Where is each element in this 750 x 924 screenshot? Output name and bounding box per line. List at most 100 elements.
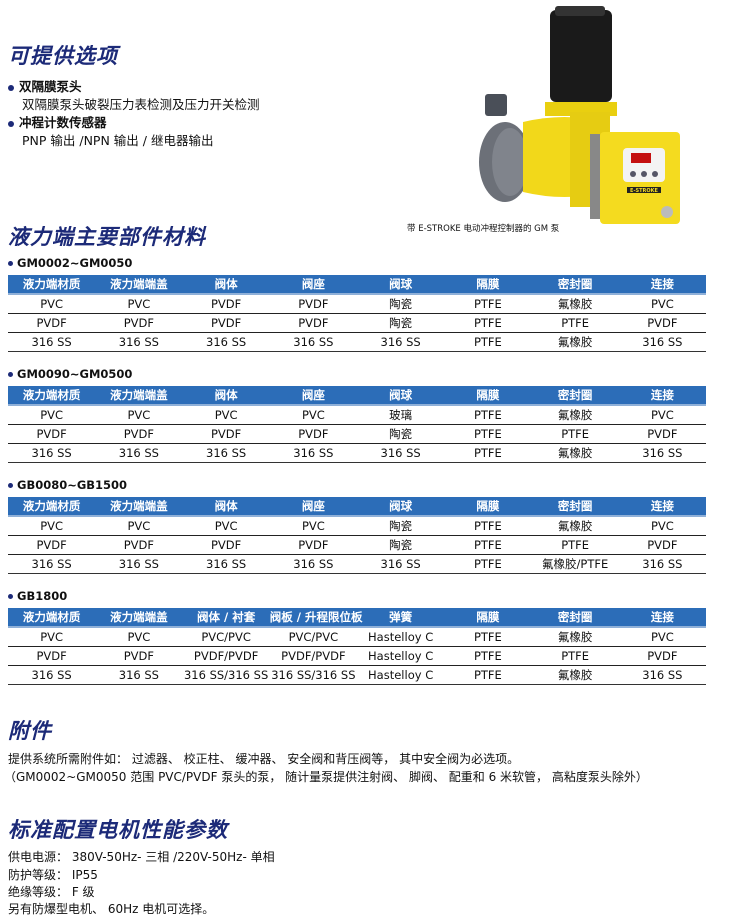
motor-power-supply: 供电电源： 380V-50Hz- 三相 /220V-50Hz- 单相 — [8, 850, 275, 864]
table-cell: PTFE — [444, 646, 532, 666]
accessories-note: （GM0002~GM0050 范围 PVC/PVDF 泵头的泵， 随计量泵提供注… — [4, 770, 648, 784]
column-header: 液力端端盖 — [95, 497, 183, 517]
table-cell: PVDF — [8, 646, 96, 666]
table-cell: PVDF — [618, 424, 706, 444]
table-cell: 316 SS — [95, 665, 183, 685]
column-header: 弹簧 — [357, 608, 445, 628]
table-cell: 氟橡胶 — [531, 405, 619, 425]
materials-title: 液力端主要部件材料 — [8, 225, 206, 249]
model-range-label: GB0080~GB1500 — [8, 478, 127, 492]
table-cell: 316 SS — [8, 665, 96, 685]
table-row: 316 SS 316 SS 316 SS/316 SS 316 SS/316 SS Ha… — [8, 665, 706, 685]
table-cell: 316 SS — [8, 332, 96, 352]
table-cell: PTFE — [531, 535, 619, 555]
table-cell: 氟橡胶 — [531, 443, 619, 463]
table-cell: PTFE — [444, 554, 532, 574]
column-header: 连接 — [618, 386, 706, 406]
table-row: PVC PVC PVC PVC 玻璃 PTFE 氟橡胶 PVC — [8, 405, 706, 425]
table-cell: PVDF — [95, 535, 183, 555]
table-cell: PVC — [269, 405, 357, 425]
option-double-diaphragm: 双隔膜泵头 — [8, 76, 82, 95]
table-cell: PTFE — [531, 646, 619, 666]
column-header: 阀球 — [357, 497, 445, 517]
table-cell: PVC — [182, 405, 270, 425]
table-row: PVC PVC PVDF PVDF 陶瓷 PTFE 氟橡胶 PVC — [8, 294, 706, 314]
column-header: 隔膜 — [444, 275, 532, 295]
table-cell: PVC/PVC — [182, 627, 270, 647]
column-header: 阀体 — [182, 497, 270, 517]
materials-table: 液力端材质 液力端端盖 阀体 阀座 阀球 隔膜 密封圈 连接 PVC PVC PVDF PVDF 陶瓷 P… — [8, 275, 706, 352]
table-cell: PVC/PVC — [269, 627, 357, 647]
table-cell: 316 SS/316 SS — [182, 665, 270, 685]
column-header: 阀板 / 升程限位板 — [269, 608, 362, 628]
table-row: 316 SS 316 SS 316 SS 316 SS 316 SS PTFE 氟橡胶 316… — [8, 332, 706, 352]
table-cell: 316 SS — [8, 554, 96, 574]
column-header: 连接 — [618, 275, 706, 295]
table-cell: PVC — [618, 405, 706, 425]
table-cell: PVC — [618, 516, 706, 536]
table-header-row: 液力端材质 液力端端盖 阀体 阀座 阀球 隔膜 密封圈 连接 — [8, 275, 706, 295]
accessories-title: 附件 — [8, 719, 52, 743]
column-header: 液力端材质 — [8, 386, 96, 406]
column-header: 液力端材质 — [8, 497, 96, 517]
table-header-row: 液力端材质 液力端端盖 阀体 / 衬套 阀板 / 升程限位板 弹簧 隔膜 密封圈 连接 — [8, 608, 706, 628]
table-cell: PTFE — [531, 424, 619, 444]
table-cell: 316 SS — [618, 443, 706, 463]
motor-protection: 防护等级： IP55 — [8, 868, 98, 882]
table-cell: 316 SS — [269, 554, 357, 574]
table-cell: PVDF — [269, 294, 357, 314]
table-cell: Hastelloy C — [357, 646, 445, 666]
table-cell: 316 SS — [357, 443, 445, 463]
table-cell: 316 SS — [182, 554, 270, 574]
table-cell: 氟橡胶/PTFE — [531, 554, 619, 574]
column-header: 隔膜 — [444, 497, 532, 517]
column-header: 阀座 — [269, 497, 357, 517]
column-header: 密封圈 — [531, 608, 619, 628]
e-stroke-logo: E-STROKE — [630, 188, 658, 194]
table-cell: 316 SS — [95, 443, 183, 463]
column-header: 液力端材质 — [8, 275, 96, 295]
table-row: PVDF PVDF PVDF PVDF 陶瓷 PTFE PTFE PVDF — [8, 313, 706, 333]
column-header: 连接 — [618, 608, 706, 628]
column-header: 阀座 — [269, 275, 357, 295]
table-cell: PTFE — [444, 313, 532, 333]
table-header-row: 液力端材质 液力端端盖 阀体 阀座 阀球 隔膜 密封圈 连接 — [8, 497, 706, 517]
table-cell: PVDF — [95, 313, 183, 333]
column-header: 隔膜 — [444, 386, 532, 406]
table-cell: 316 SS — [357, 332, 445, 352]
pump-image: E-STROKE — [479, 6, 680, 224]
table-cell: 316 SS — [269, 332, 357, 352]
options-title: 可提供选项 — [8, 44, 118, 68]
table-cell: PTFE — [444, 332, 532, 352]
column-header: 阀球 — [357, 386, 445, 406]
option-desc: PNP 输出 /NPN 输出 / 继电器输出 — [22, 133, 214, 148]
column-header: 密封圈 — [531, 275, 619, 295]
table-cell: PTFE — [444, 424, 532, 444]
table-cell: 陶瓷 — [357, 294, 445, 314]
table-cell: PTFE — [444, 405, 532, 425]
table-cell: PVDF — [182, 535, 270, 555]
column-header: 液力端端盖 — [95, 275, 183, 295]
table-cell: 氟橡胶 — [531, 294, 619, 314]
image-caption: 带 E-STROKE 电动冲程控制器的 GM 泵 — [407, 224, 560, 234]
table-cell: PVC — [8, 516, 96, 536]
table-cell: PVDF — [618, 646, 706, 666]
table-cell: 316 SS — [618, 665, 706, 685]
table-cell: PVDF — [182, 294, 270, 314]
table-cell: 316 SS/316 SS — [269, 665, 357, 685]
table-cell: PVDF — [618, 313, 706, 333]
table-cell: PVC — [618, 627, 706, 647]
column-header: 阀体 — [182, 386, 270, 406]
table-cell: 316 SS — [182, 443, 270, 463]
table-cell: 316 SS — [182, 332, 270, 352]
table-cell: PVC — [95, 516, 183, 536]
column-header: 隔膜 — [444, 608, 532, 628]
table-cell: 氟橡胶 — [531, 627, 619, 647]
table-cell: 316 SS — [8, 443, 96, 463]
table-cell: PVC — [95, 294, 183, 314]
table-row: 316 SS 316 SS 316 SS 316 SS 316 SS PTFE 氟橡胶/PT… — [8, 554, 706, 574]
column-header: 阀体 — [182, 275, 270, 295]
table-cell: PVDF — [182, 424, 270, 444]
column-header: 阀体 / 衬套 — [182, 608, 270, 628]
table-row: PVDF PVDF PVDF PVDF 陶瓷 PTFE PTFE PVDF — [8, 535, 706, 555]
